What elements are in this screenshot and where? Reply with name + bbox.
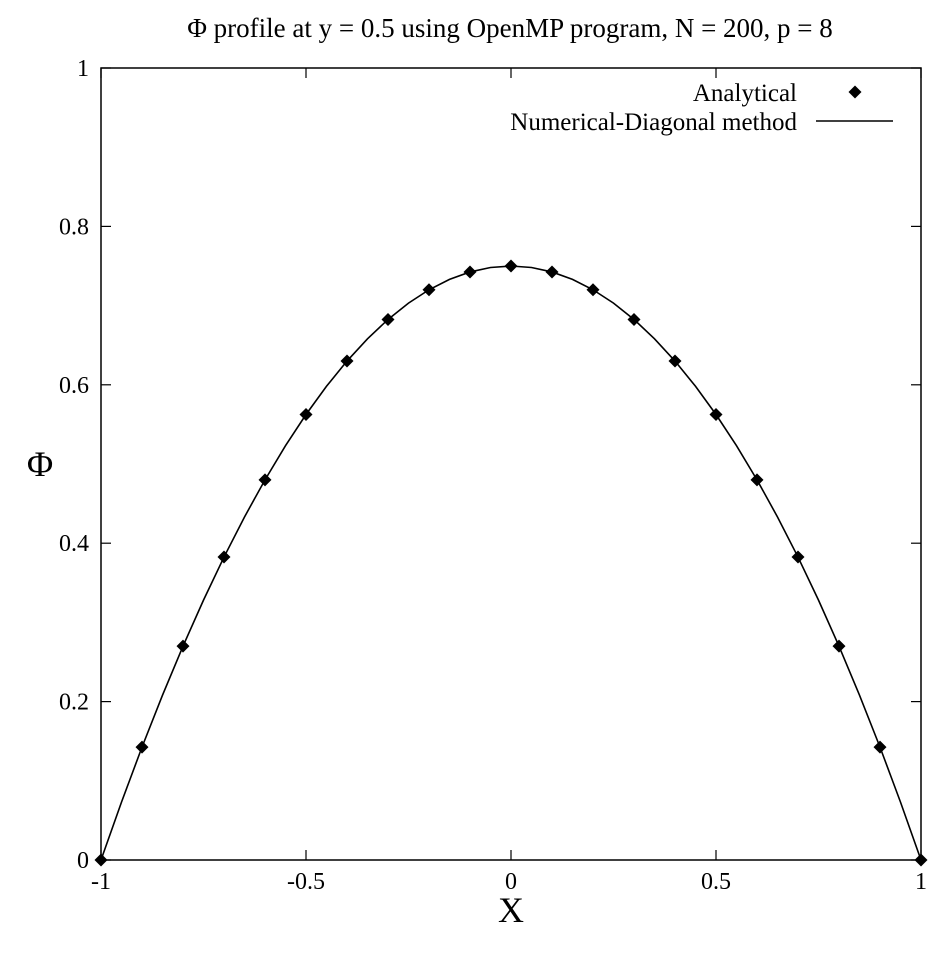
x-tick-label: 0.5 bbox=[701, 869, 731, 895]
analytical-point bbox=[709, 408, 723, 421]
analytical-point bbox=[627, 312, 641, 326]
analytical-point bbox=[258, 473, 272, 487]
analytical-point bbox=[94, 853, 108, 867]
analytical-point bbox=[463, 265, 477, 279]
analytical-point bbox=[750, 473, 764, 487]
y-tick-label: 0.8 bbox=[59, 214, 89, 240]
x-tick-label: 0 bbox=[505, 869, 517, 895]
chart-title: Φ profile at y = 0.5 using OpenMP progra… bbox=[187, 13, 833, 43]
series-layer bbox=[94, 259, 928, 867]
legend-label: Analytical bbox=[693, 80, 797, 107]
analytical-point bbox=[914, 853, 928, 867]
y-tick-label: 0.6 bbox=[59, 373, 89, 399]
analytical-point bbox=[545, 265, 559, 279]
plot-frame bbox=[100, 67, 922, 861]
analytical-point bbox=[832, 639, 846, 653]
analytical-point bbox=[586, 283, 600, 297]
analytical-point bbox=[381, 312, 395, 326]
y-tick-label: 0.4 bbox=[59, 531, 89, 557]
y-tick-label: 0.2 bbox=[59, 690, 89, 716]
analytical-point bbox=[504, 259, 518, 273]
analytical-point bbox=[135, 740, 149, 754]
analytical-point bbox=[873, 740, 887, 754]
y-tick-label: 0 bbox=[77, 848, 89, 874]
x-tick-label: 1 bbox=[915, 869, 927, 895]
analytical-point bbox=[422, 283, 436, 297]
y-axis: 0 0.2 0.4 0.6 0.8 1 bbox=[59, 56, 921, 874]
x-tick-label: -1 bbox=[91, 869, 111, 895]
analytical-point bbox=[176, 639, 190, 653]
legend-marker-analytical bbox=[848, 85, 862, 99]
plot-area bbox=[100, 67, 922, 861]
x-axis-label: X bbox=[498, 890, 524, 930]
legend-label: Numerical-Diagonal method bbox=[510, 109, 797, 136]
analytical-point bbox=[217, 550, 231, 564]
analytical-point bbox=[299, 408, 313, 421]
analytical-point bbox=[340, 354, 354, 368]
y-tick-label: 1 bbox=[77, 56, 89, 82]
analytical-point bbox=[668, 354, 682, 368]
y-axis-label: Φ bbox=[27, 444, 53, 484]
x-tick-label: -0.5 bbox=[287, 869, 325, 895]
x-axis: -1 -0.5 0 0.5 1 bbox=[91, 68, 927, 895]
analytical-point bbox=[791, 550, 805, 564]
